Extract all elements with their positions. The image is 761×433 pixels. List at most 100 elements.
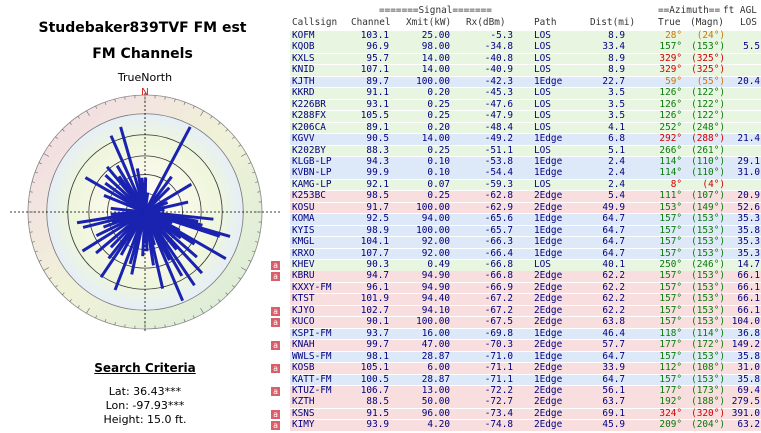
- table-row[interactable]: K206CA 89.1 0.20 -48.4 LOS 4.1 252° (248°): [270, 121, 761, 134]
- cell-tru: 59°: [665, 75, 682, 87]
- col-magn[interactable]: (Magn): [690, 17, 724, 28]
- cell-rx: -66.3: [484, 236, 513, 248]
- cell-kw: 14.00: [421, 52, 450, 64]
- table-row[interactable]: KMGL 104.1 92.00 -66.3 1Edge 64.7 157° (153°) 35…: [270, 236, 761, 248]
- table-row[interactable]: KRXO 107.7 92.00 -66.4 1Edge 64.7 157° (153°) 35…: [270, 248, 761, 260]
- alert-marker-icon[interactable]: a: [271, 272, 280, 282]
- table-row[interactable]: K202BY 88.3 0.25 -51.1 LOS 5.1 266° (261°): [270, 145, 761, 157]
- signal-bar: [113, 211, 147, 291]
- table-row[interactable]: KNID 107.1 14.00 -40.9 LOS 8.9 329° (325°): [270, 65, 761, 76]
- table-row[interactable]: KOMA 92.5 94.00 -65.6 1Edge 64.7 157° (153°) 35.…: [270, 214, 761, 225]
- azimuth-tick: [174, 98, 176, 102]
- cell-agl: 21.4: [737, 133, 760, 145]
- alert-marker-icon[interactable]: a: [271, 409, 280, 419]
- alert-marker-icon[interactable]: a: [271, 261, 280, 270]
- cell-kw: 100.00: [416, 224, 450, 236]
- table-row[interactable]: KKRD 91.1 0.20 -45.3 LOS 3.5 126° (122°): [270, 88, 761, 99]
- table-row[interactable]: KGVV 90.5 14.00 -49.2 1Edge 6.8 292° (288°) 21.4: [270, 133, 761, 145]
- cell-rx: -73.4: [484, 407, 513, 419]
- table-row[interactable]: WWLS-FM 98.1 28.87 -71.0 1Edge 64.7 157° (153°)…: [270, 351, 761, 363]
- cell-path: LOS: [534, 64, 551, 76]
- signal-bar: [143, 211, 185, 302]
- table-row[interactable]: KSPI-FM 93.7 16.00 -69.8 1Edge 46.4 118° (114°)…: [270, 327, 761, 340]
- cell-agl: 20.9: [737, 190, 760, 202]
- table-row[interactable]: K288FX 105.5 0.25 -47.9 LOS 3.5 126° (122°): [270, 111, 761, 122]
- cell-mag: (114°): [691, 327, 725, 339]
- table-row[interactable]: a KHEV 90.3 0.49 -66.8 LOS 40.1 250° (246°) 14.7: [270, 259, 761, 271]
- cell-path: LOS: [534, 121, 551, 133]
- azimuth-tick: [114, 98, 116, 102]
- table-row[interactable]: KXXY-FM 96.1 94.90 -66.9 2Edge 62.2 157° (153°)…: [270, 282, 761, 294]
- azimuth-tick: [48, 277, 52, 280]
- signal-bar: [143, 211, 165, 289]
- col-dist[interactable]: Dist(mi): [590, 17, 636, 28]
- col-callsign[interactable]: Callsign: [292, 17, 338, 28]
- cell-dist: 62.2: [602, 293, 625, 305]
- alert-marker-icon[interactable]: a: [271, 341, 280, 351]
- table-row[interactable]: KLGB-LP 94.3 0.10 -53.8 1Edge 2.4 114° (110°) 29…: [270, 155, 761, 168]
- table-row[interactable]: a KTUZ-FM 106.7 13.00 -72.2 2Edge 56.1 177° (173…: [270, 385, 761, 397]
- col-los[interactable]: LOS: [740, 17, 757, 28]
- table-row[interactable]: a KNAH 99.7 47.00 -70.3 2Edge 57.7 177° (172°) 14…: [270, 340, 761, 351]
- azimuth-tick: [86, 110, 90, 117]
- cell-dist: 6.8: [608, 133, 625, 145]
- cell-call: KLGB-LP: [292, 155, 332, 167]
- cell-path: LOS: [534, 178, 551, 190]
- col-xmit[interactable]: Xmit(kW): [406, 17, 452, 28]
- table-row[interactable]: KAMG-LP 92.1 0.07 -59.3 LOS 2.4 8° (4°): [270, 178, 761, 191]
- alert-marker-icon[interactable]: a: [271, 364, 280, 374]
- azimuth-tick: [55, 285, 58, 288]
- alert-marker-icon[interactable]: a: [271, 306, 280, 316]
- table-row[interactable]: a KIMY 93.9 4.20 -74.8 2Edge 45.9 209° (204°) 63.…: [270, 420, 761, 431]
- signal-bar: [144, 210, 221, 238]
- cell-rx: -40.9: [484, 64, 513, 76]
- cell-tru: 177°: [659, 339, 682, 351]
- table-row[interactable]: a KOSB 105.1 6.00 -71.1 2Edge 33.9 112° (108°) 31…: [270, 362, 761, 374]
- col-true[interactable]: True: [658, 17, 681, 28]
- table-row[interactable]: KVBN-LP 99.9 0.10 -54.4 1Edge 2.4 114° (110°) 31…: [270, 168, 761, 179]
- cell-mag: (153°): [691, 293, 725, 305]
- table-row[interactable]: KJTH 89.7 100.00 -42.3 1Edge 22.7 59° (55°) 20.4: [270, 75, 761, 88]
- signal-group-label: =======Signal=======: [379, 5, 492, 16]
- table-row[interactable]: KATT-FM 100.5 28.87 -71.1 1Edge 64.7 157° (153°…: [270, 373, 761, 386]
- table-row[interactable]: KQOB 96.9 98.00 -34.8 LOS 33.4 157° (153°) 5.5: [270, 41, 761, 54]
- table-row[interactable]: KZTH 88.5 50.00 -72.7 2Edge 63.7 192° (188°) 279…: [270, 397, 761, 408]
- cell-path: 2Edge: [534, 339, 563, 351]
- cell-path: 1Edge: [534, 75, 563, 87]
- cell-dist: 8.9: [608, 30, 625, 41]
- col-channel[interactable]: Channel: [351, 17, 391, 28]
- cell-path: LOS: [534, 41, 551, 53]
- table-row[interactable]: a KUCO 90.1 100.00 -67.5 2Edge 63.8 157° (153°) 1…: [270, 317, 761, 328]
- cell-kw: 16.00: [421, 327, 450, 339]
- cell-dist: 45.9: [602, 419, 625, 431]
- alert-marker-icon[interactable]: a: [271, 421, 280, 431]
- table-row[interactable]: KYIS 98.9 100.00 -65.7 1Edge 64.7 157° (153°) 35…: [270, 224, 761, 237]
- table-row[interactable]: KOFM 103.1 25.00 -5.3 LOS 8.9 28° (24°): [270, 30, 761, 42]
- cell-dist: 2.4: [608, 155, 625, 167]
- azimuth-tick: [62, 129, 65, 132]
- cell-rx: -48.4: [484, 121, 513, 133]
- col-rx[interactable]: Rx(dBm): [466, 17, 506, 28]
- table-row[interactable]: KXLS 95.7 14.00 -40.8 LOS 8.9 329° (325°): [270, 52, 761, 65]
- table-row[interactable]: K226BR 93.1 0.25 -47.6 LOS 3.5 126° (122°): [270, 98, 761, 111]
- cell-call: K226BR: [292, 98, 326, 110]
- col-path[interactable]: Path: [534, 17, 557, 28]
- table-row[interactable]: KTST 101.9 94.40 -67.2 2Edge 62.2 157° (153°) 66…: [270, 294, 761, 305]
- table-row[interactable]: a KSNS 91.5 96.00 -73.4 2Edge 69.1 324° (320°) 39…: [270, 407, 761, 420]
- alert-marker-icon[interactable]: a: [271, 386, 280, 396]
- azimuth-tick: [238, 277, 242, 280]
- table-row[interactable]: a KJYO 102.7 94.10 -67.2 2Edge 62.2 157° (153°) 6…: [270, 305, 761, 317]
- table-row[interactable]: KOSU 91.7 100.00 -62.9 2Edge 49.9 153° (149°) 52…: [270, 201, 761, 214]
- cell-dist: 33.9: [602, 362, 625, 374]
- cell-dist: 64.7: [602, 373, 625, 385]
- cell-path: 2Edge: [534, 190, 563, 202]
- table-row[interactable]: a KBRU 94.7 94.90 -66.8 2Edge 62.2 157° (153°) 66…: [270, 271, 761, 283]
- cell-call: KYIS: [292, 224, 315, 236]
- alert-marker-icon[interactable]: a: [271, 318, 280, 328]
- cell-kw: 98.00: [421, 41, 450, 53]
- azimuth-tick: [257, 231, 261, 233]
- cell-ch: 90.5: [366, 133, 389, 145]
- table-row[interactable]: K253BC 98.5 0.25 -62.8 2Edge 5.4 111° (107°) 20.…: [270, 191, 761, 202]
- azimuth-tick: [255, 181, 259, 183]
- cell-rx: -62.9: [484, 201, 513, 213]
